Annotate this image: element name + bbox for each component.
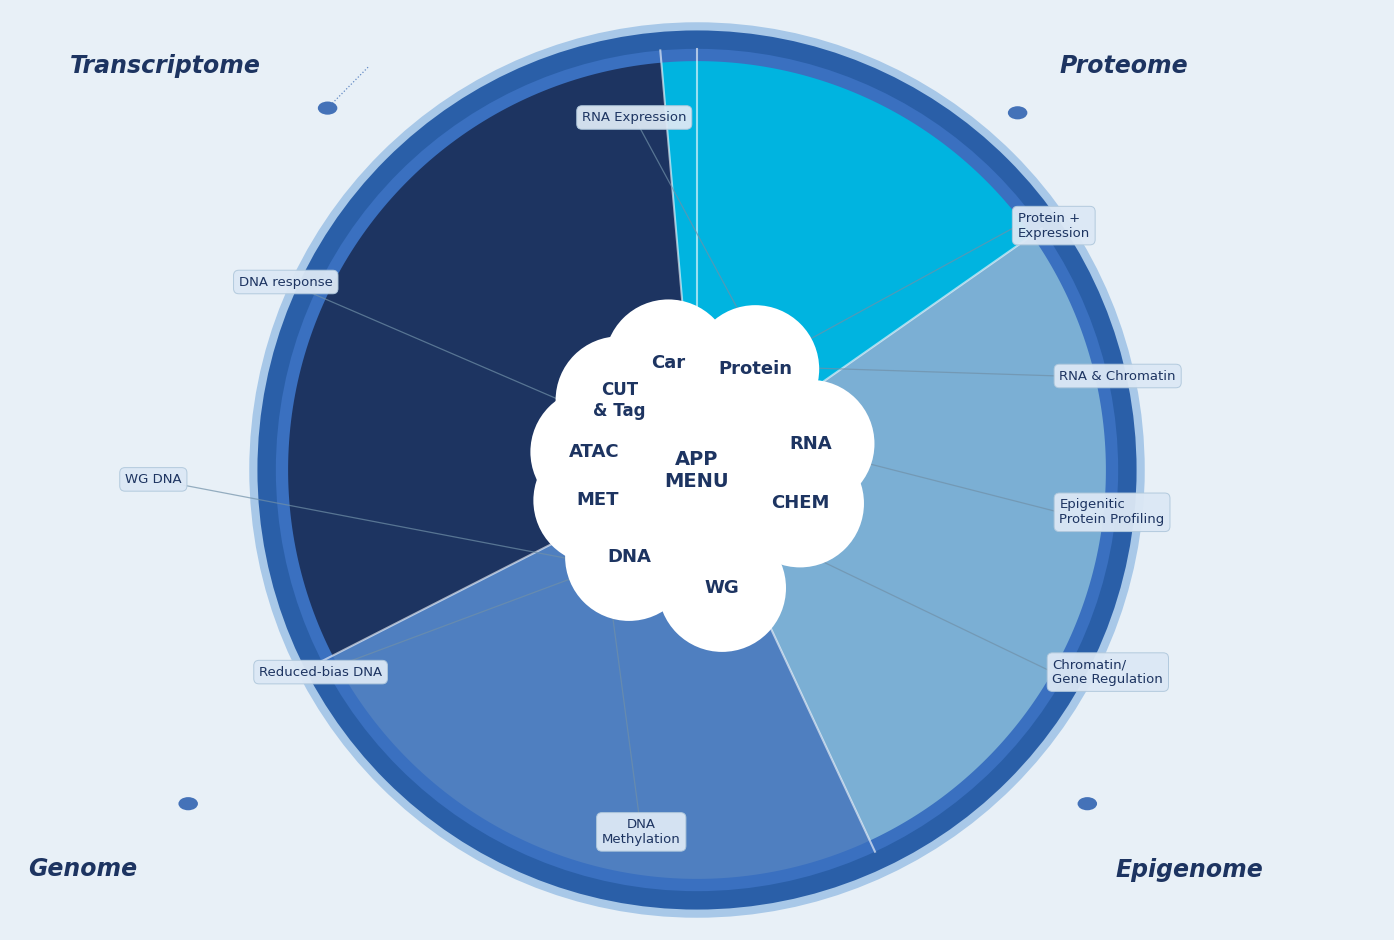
Text: Proteome: Proteome bbox=[1059, 54, 1188, 78]
Ellipse shape bbox=[565, 494, 693, 621]
Text: MET: MET bbox=[576, 492, 619, 509]
Ellipse shape bbox=[736, 440, 864, 568]
Ellipse shape bbox=[530, 388, 658, 516]
Circle shape bbox=[1078, 797, 1097, 810]
Text: RNA Expression: RNA Expression bbox=[583, 111, 686, 124]
Text: CUT
& Tag: CUT & Tag bbox=[594, 381, 645, 419]
Ellipse shape bbox=[556, 337, 683, 464]
Text: Epigenitic
Protein Profiling: Epigenitic Protein Profiling bbox=[1059, 498, 1165, 526]
Text: APP
MENU: APP MENU bbox=[665, 449, 729, 491]
Circle shape bbox=[178, 797, 198, 810]
Text: CHEM: CHEM bbox=[771, 494, 829, 512]
Text: Protein +
Expression: Protein + Expression bbox=[1018, 212, 1090, 240]
Ellipse shape bbox=[608, 381, 786, 559]
Ellipse shape bbox=[276, 49, 1118, 891]
Ellipse shape bbox=[250, 23, 1144, 917]
Text: Chromatin/
Gene Regulation: Chromatin/ Gene Regulation bbox=[1052, 658, 1163, 686]
Text: Car: Car bbox=[651, 354, 686, 372]
Ellipse shape bbox=[691, 306, 820, 433]
Text: DNA
Methylation: DNA Methylation bbox=[602, 818, 680, 846]
Circle shape bbox=[318, 102, 337, 115]
Text: Protein: Protein bbox=[718, 360, 792, 378]
Circle shape bbox=[1008, 106, 1027, 119]
Ellipse shape bbox=[658, 525, 786, 652]
Text: Genome: Genome bbox=[28, 857, 137, 882]
Text: RNA & Chromatin: RNA & Chromatin bbox=[1059, 369, 1177, 383]
Ellipse shape bbox=[258, 30, 1136, 910]
Ellipse shape bbox=[534, 436, 661, 564]
Ellipse shape bbox=[605, 300, 732, 428]
Text: WG: WG bbox=[705, 579, 739, 597]
Polygon shape bbox=[289, 63, 697, 655]
Ellipse shape bbox=[747, 380, 874, 508]
Polygon shape bbox=[697, 61, 1032, 470]
Polygon shape bbox=[697, 235, 1105, 840]
Text: Epigenome: Epigenome bbox=[1115, 857, 1263, 882]
Text: WG DNA: WG DNA bbox=[125, 473, 181, 486]
Polygon shape bbox=[333, 470, 870, 879]
Text: DNA response: DNA response bbox=[238, 275, 333, 289]
Text: DNA: DNA bbox=[608, 548, 651, 566]
Text: Transcriptome: Transcriptome bbox=[70, 54, 261, 78]
Text: Reduced-bias DNA: Reduced-bias DNA bbox=[259, 666, 382, 679]
Text: ATAC: ATAC bbox=[569, 443, 619, 461]
Text: RNA: RNA bbox=[789, 435, 832, 453]
Polygon shape bbox=[661, 61, 697, 470]
